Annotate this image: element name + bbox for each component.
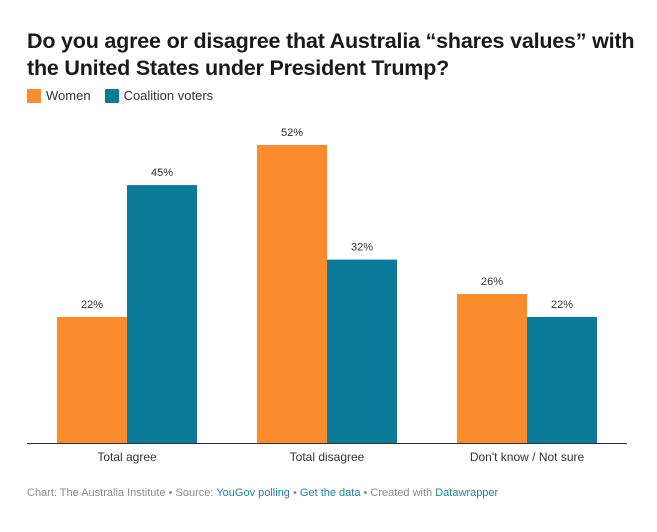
chart-title: Do you agree or disagree that Australia … bbox=[27, 29, 635, 80]
data-label-women-2: 26% bbox=[481, 276, 503, 288]
data-label-women-0: 22% bbox=[81, 299, 103, 311]
get-data-link[interactable]: Get the data bbox=[299, 487, 361, 499]
source-link[interactable]: YouGov polling bbox=[216, 487, 290, 499]
legend-swatch-women bbox=[27, 88, 41, 103]
legend-item-coalition: Coalition voters bbox=[104, 88, 214, 103]
bar-women-0 bbox=[57, 316, 127, 443]
legend-label-coalition: Coalition voters bbox=[123, 88, 214, 103]
bar-women-2 bbox=[457, 294, 527, 443]
legend: Women Coalition voters bbox=[27, 88, 227, 103]
category-label-0: Total agree bbox=[97, 450, 157, 464]
data-label-coalition-2: 22% bbox=[551, 299, 573, 311]
footer-separator: • bbox=[289, 487, 300, 499]
datawrapper-link[interactable]: Datawrapper bbox=[435, 487, 499, 499]
legend-swatch-coalition bbox=[104, 88, 119, 103]
bar-coalition-2 bbox=[527, 316, 597, 443]
data-label-women-1: 52% bbox=[281, 127, 303, 139]
legend-item-women: Women bbox=[27, 88, 91, 103]
category-label-1: Total disagree bbox=[290, 450, 365, 464]
data-label-coalition-1: 32% bbox=[351, 242, 373, 254]
legend-label-women: Women bbox=[46, 88, 91, 103]
bar-coalition-1 bbox=[327, 259, 397, 443]
bar-women-1 bbox=[257, 145, 327, 443]
footer-credit: Chart: The Australia Institute • Source: bbox=[27, 487, 217, 499]
category-label-2: Don't know / Not sure bbox=[470, 450, 585, 464]
data-label-coalition-0: 45% bbox=[151, 167, 173, 179]
chart-footer: Chart: The Australia Institute • Source:… bbox=[27, 487, 498, 499]
footer-created-with: • Created with bbox=[360, 487, 436, 499]
bar-coalition-0 bbox=[127, 185, 197, 443]
